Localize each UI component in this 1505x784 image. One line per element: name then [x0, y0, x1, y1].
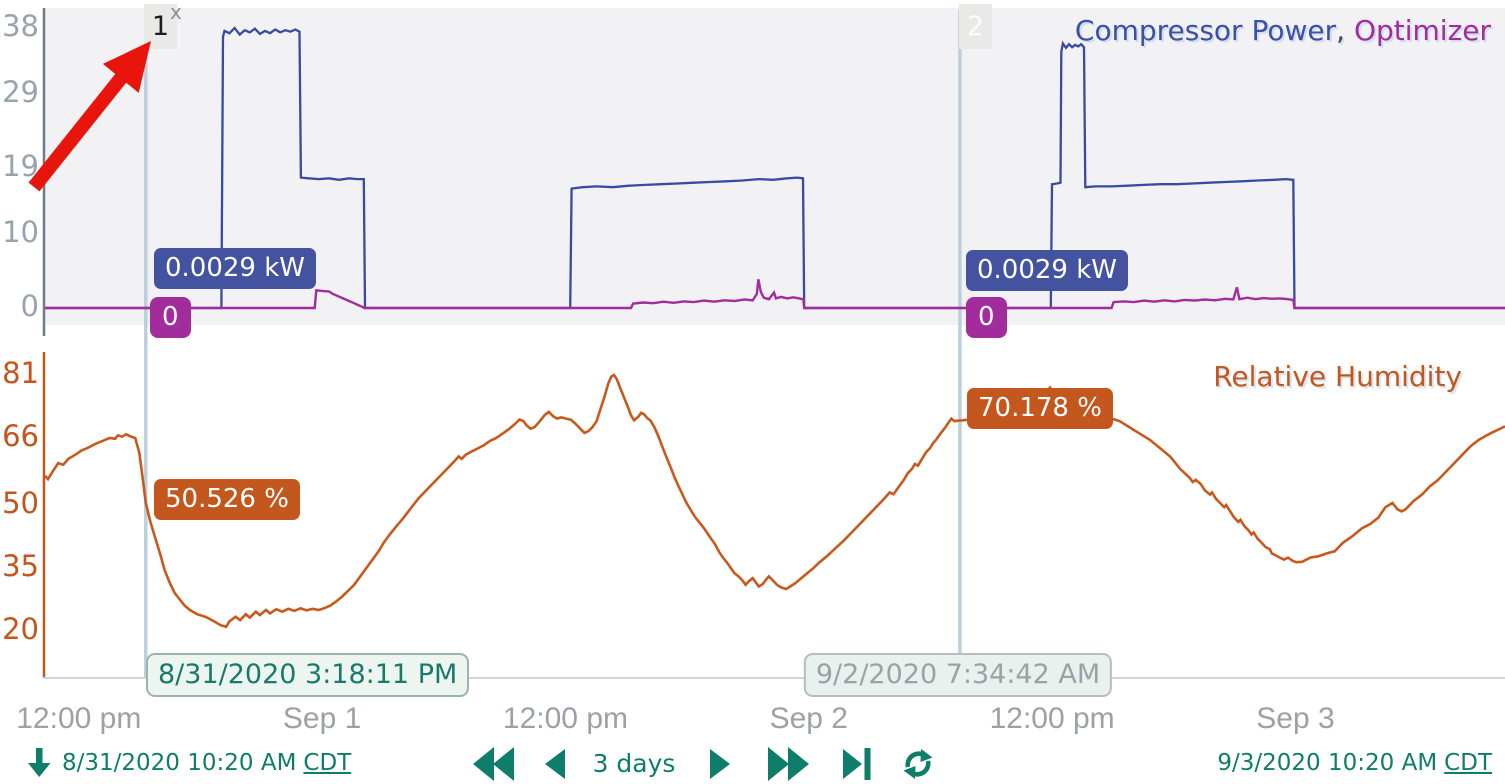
marker-1-humidity-value: 50.526 % [154, 479, 300, 521]
x-tick-label: 12:00 pm [16, 702, 142, 735]
bottom-y-tick-label: 50 [2, 486, 39, 521]
top-y-tick-label: 19 [2, 149, 39, 183]
legend-optimizer: Optimizer [1353, 14, 1491, 47]
x-tick-label: 12:00 pm [502, 702, 629, 735]
marker-2-humidity-value: 70.178 % [967, 388, 1113, 430]
top-y-tick-label: 29 [2, 75, 39, 110]
range-label[interactable]: 3 days [592, 749, 676, 778]
start-date-text[interactable]: 8/31/2020 10:20 AM [62, 750, 297, 776]
end-datetime-link[interactable]: 9/3/2020 10:20 AM CDT [1217, 750, 1492, 776]
marker-1-timestamp[interactable]: 8/31/2020 3:18:11 PM [146, 653, 470, 698]
fast-forward-icon[interactable] [768, 747, 810, 781]
x-tick-label: Sep 1 [282, 702, 362, 735]
marker-1-optimizer-value: 0 [150, 297, 191, 339]
bottom-chart-legend: Relative Humidity [1213, 360, 1462, 393]
start-timezone-link[interactable]: CDT [303, 750, 352, 776]
bottom-y-tick-label: 81 [2, 356, 39, 390]
top-y-tick-label: 0 [20, 289, 39, 323]
top-chart-legend: Compressor Power, Optimizer [1075, 14, 1491, 47]
marker-2-optimizer-value: 0 [966, 297, 1007, 339]
skip-back-icon[interactable] [473, 747, 515, 781]
skip-to-end-icon[interactable] [843, 748, 871, 780]
marker-1-badge[interactable]: 1 [144, 4, 177, 49]
marker-2-badge[interactable]: 2 [959, 4, 992, 49]
step-back-icon[interactable] [545, 749, 565, 779]
refresh-icon[interactable] [902, 747, 934, 781]
marker-1-compressor-value: 0.0029 kW [154, 248, 317, 290]
legend-separator: , [1336, 14, 1354, 47]
download-icon[interactable] [26, 746, 52, 780]
marker-2-compressor-value: 0.0029 kW [966, 250, 1129, 292]
bottom-y-tick-label: 20 [2, 612, 39, 646]
marker-2-timestamp[interactable]: 9/2/2020 7:34:42 AM [803, 653, 1113, 698]
start-datetime-link[interactable]: 8/31/2020 10:20 AM CDT [62, 750, 351, 776]
x-tick-label: Sep 3 [1256, 702, 1335, 735]
end-timezone-link[interactable]: CDT [1444, 750, 1492, 776]
legend-compressor-power: Compressor Power [1074, 14, 1337, 47]
top-y-tick-label: 38 [2, 9, 39, 43]
x-tick-label: 12:00 pm [989, 702, 1115, 735]
end-date-text[interactable]: 9/3/2020 10:20 AM [1217, 750, 1438, 776]
top-y-tick-label: 10 [2, 215, 39, 250]
bottom-y-tick-label: 35 [2, 549, 39, 584]
step-forward-icon[interactable] [710, 749, 730, 779]
x-tick-label: Sep 2 [769, 702, 848, 735]
marker-1-close-icon[interactable]: x [170, 0, 182, 24]
bottom-y-tick-label: 66 [2, 418, 39, 453]
